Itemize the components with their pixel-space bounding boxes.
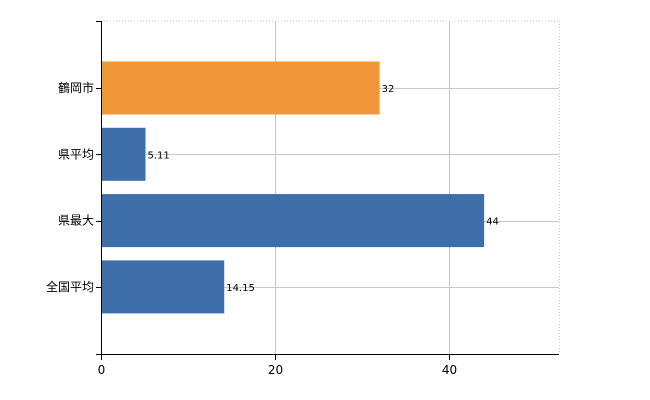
bar-1 bbox=[101, 127, 146, 181]
bar-0 bbox=[101, 61, 380, 115]
bar-2 bbox=[101, 194, 485, 248]
data-label-3: 14.15 bbox=[226, 283, 255, 294]
y-tick-label-0: 鶴岡市 bbox=[58, 80, 94, 95]
axes bbox=[96, 21, 559, 360]
data-label-1: 5.11 bbox=[147, 150, 169, 161]
y-tick-label-2: 県最大 bbox=[58, 214, 94, 228]
x-tick-label-1: 20 bbox=[268, 363, 283, 377]
bars bbox=[101, 61, 485, 314]
data-label-2: 44 bbox=[486, 217, 499, 228]
y-tick-label-1: 県平均 bbox=[58, 147, 94, 161]
data-label-0: 32 bbox=[382, 84, 395, 95]
x-tick-label-0: 0 bbox=[98, 363, 106, 377]
y-tick-label-3: 全国平均 bbox=[46, 279, 94, 294]
x-tick-label-2: 40 bbox=[442, 363, 457, 377]
bar-3 bbox=[101, 260, 225, 314]
